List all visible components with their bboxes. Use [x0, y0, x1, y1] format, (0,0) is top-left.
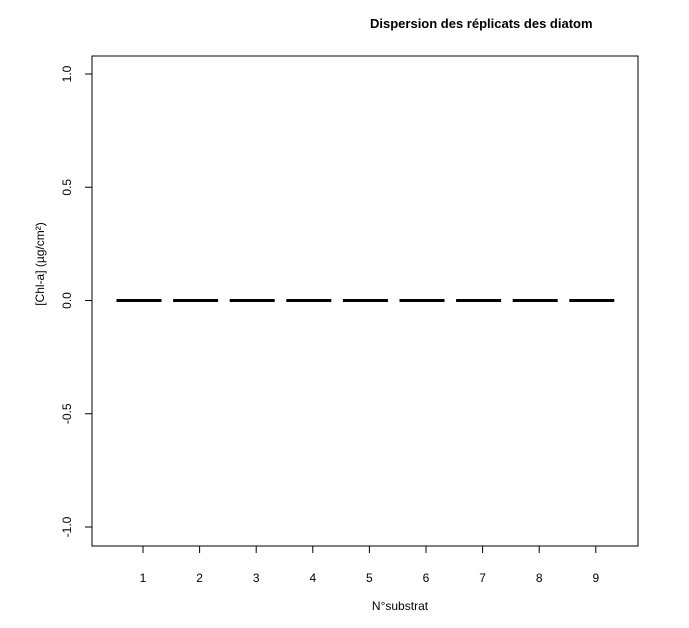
x-tick-label: 3: [253, 571, 260, 585]
x-tick-label: 7: [479, 571, 486, 585]
x-tick-label: 9: [592, 571, 599, 585]
x-tick-label: 5: [366, 571, 373, 585]
y-tick-label: 1.0: [60, 65, 74, 82]
chart-title: Dispersion des réplicats des diatom: [370, 16, 593, 31]
y-tick-label: -0.5: [60, 403, 74, 424]
y-tick-label: 0.0: [60, 292, 74, 309]
y-axis-label: [Chl-a] (µg/cm²): [33, 222, 47, 306]
x-tick-label: 6: [423, 571, 430, 585]
x-tick-label: 1: [140, 571, 147, 585]
y-tick-label: -1.0: [60, 516, 74, 537]
x-tick-label: 2: [196, 571, 203, 585]
x-tick-label: 8: [536, 571, 543, 585]
x-axis-label: N°substrat: [372, 599, 429, 613]
x-tick-label: 4: [309, 571, 316, 585]
y-axis: -1.0 -0.5 0.0 0.5 1.0: [60, 65, 93, 537]
y-tick-label: 0.5: [60, 179, 74, 196]
x-axis: 1 2 3 4 5 6 7 8 9: [140, 545, 599, 585]
